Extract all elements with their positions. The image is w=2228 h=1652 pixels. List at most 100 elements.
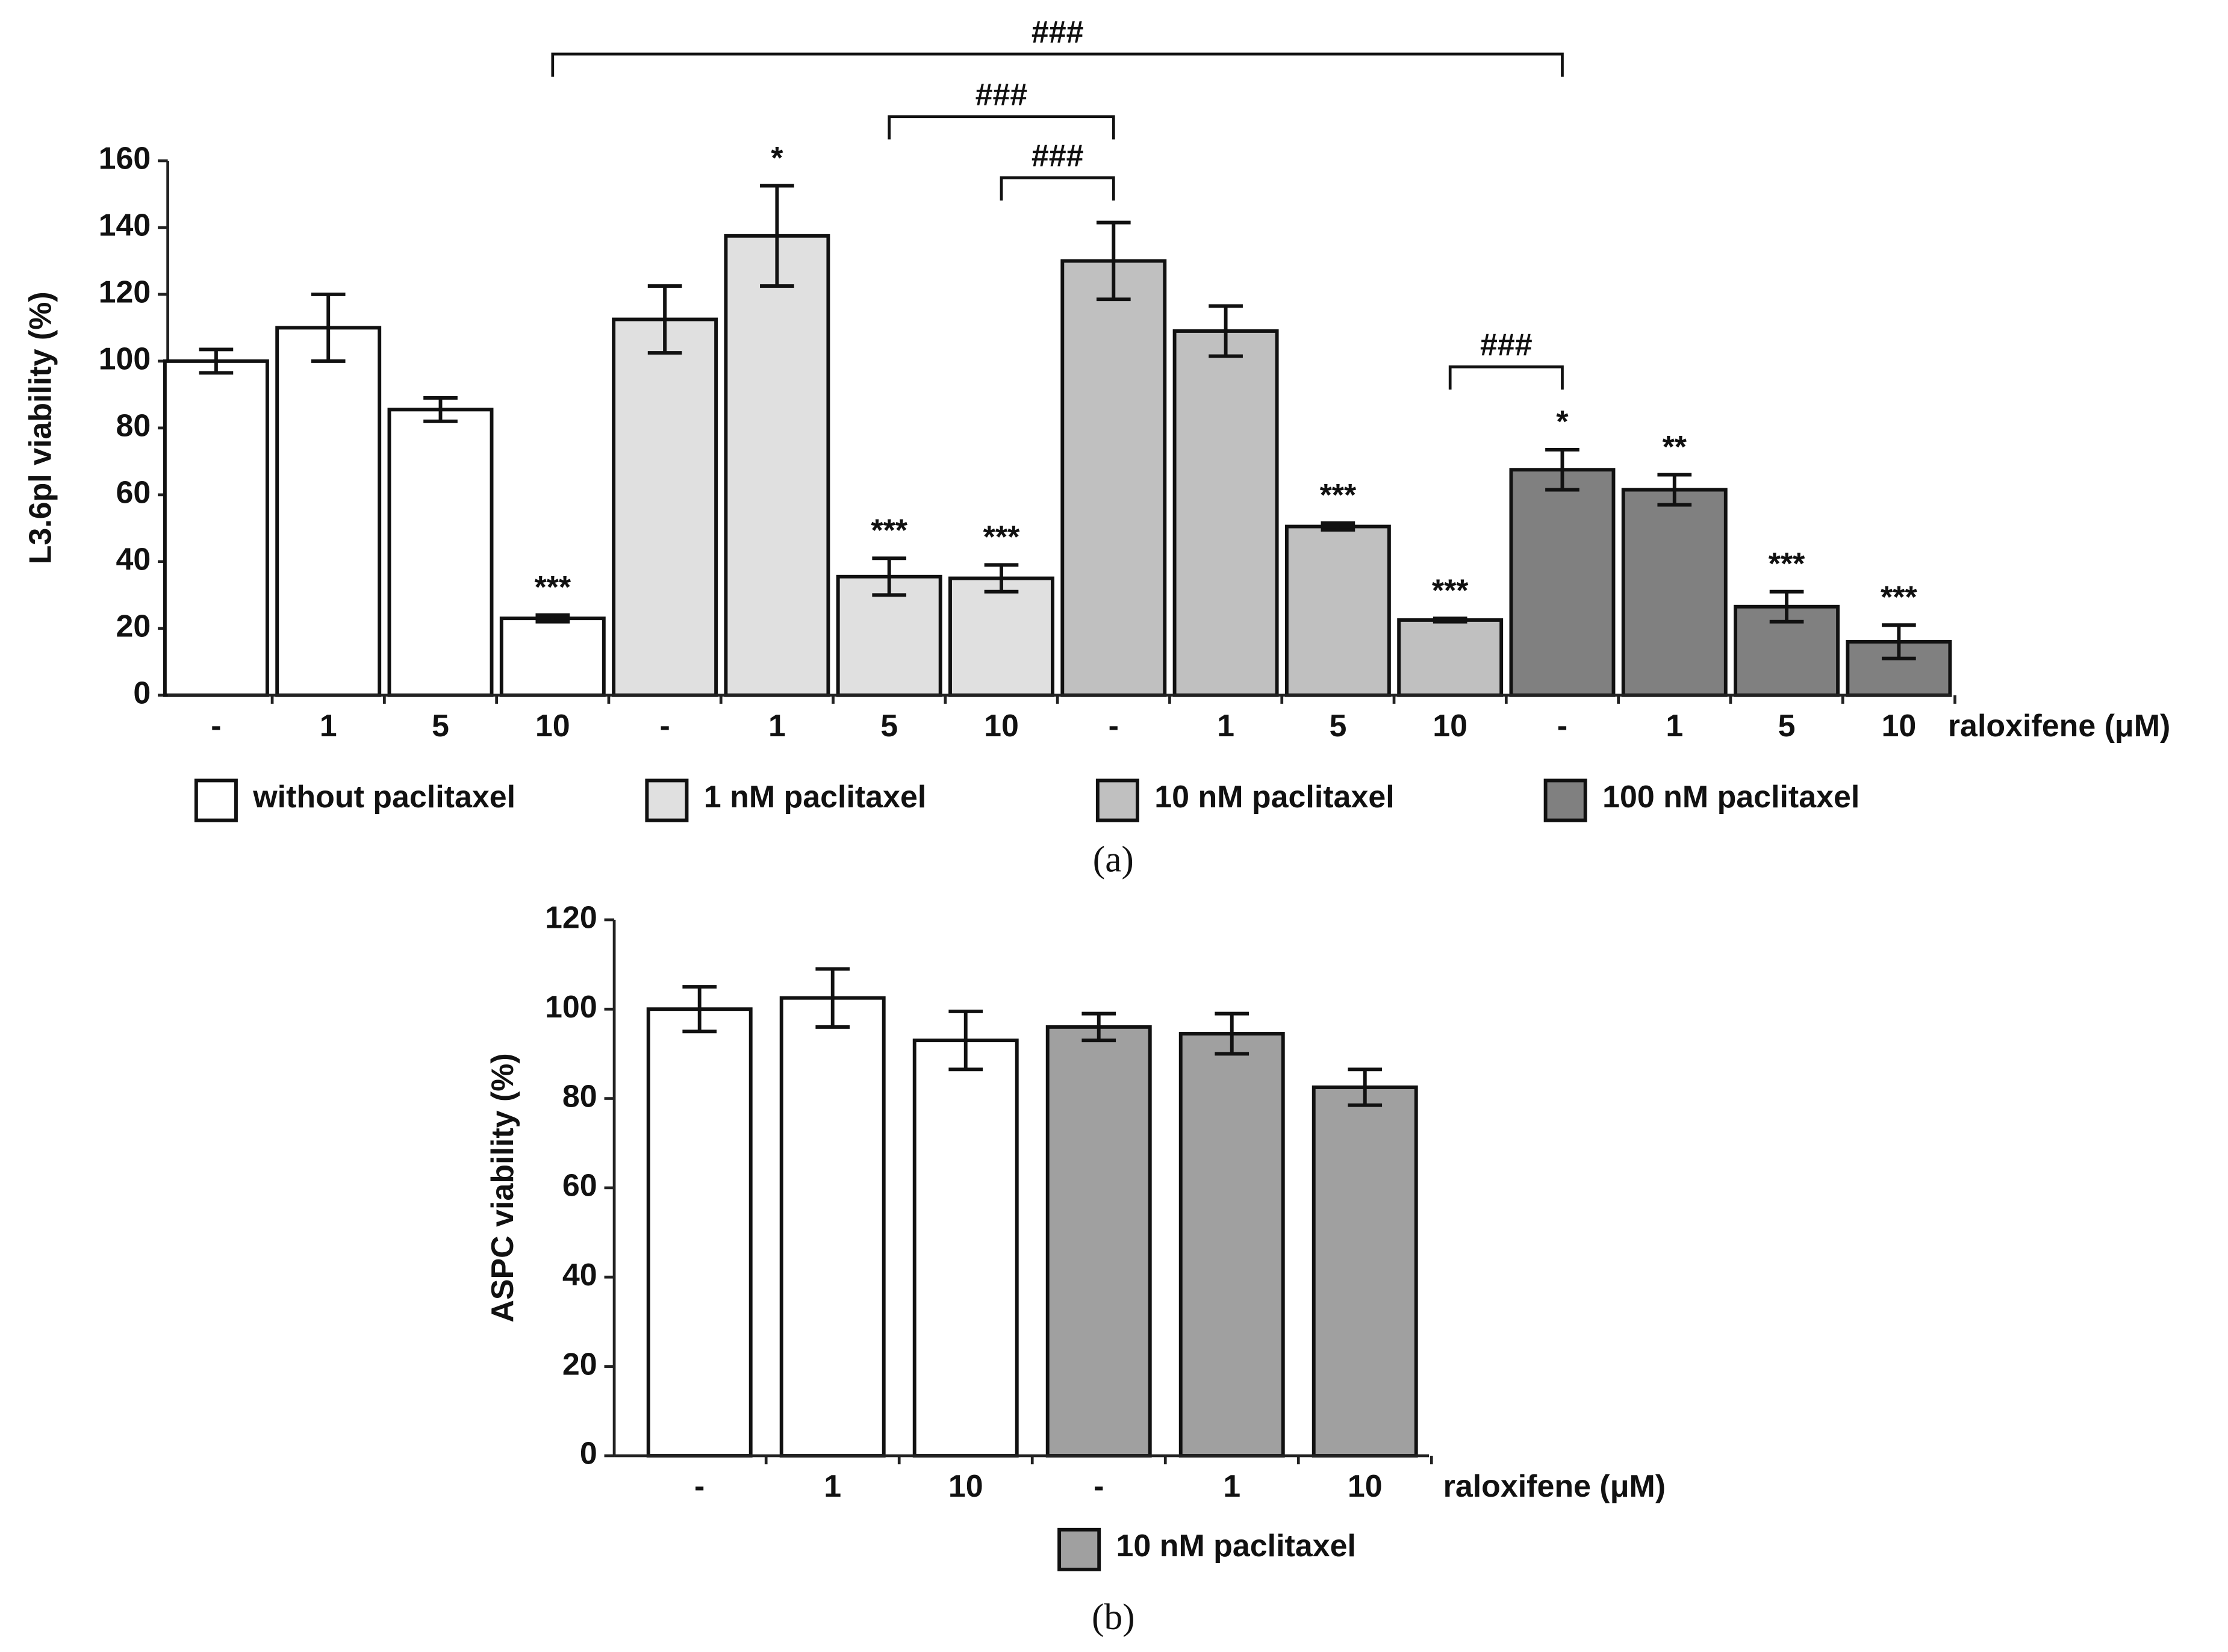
- bracket: [1448, 365, 1564, 390]
- error-bar: [311, 292, 346, 363]
- y-tick-label: 60: [116, 476, 151, 511]
- y-tick-label: 100: [99, 342, 151, 377]
- error-bar: [948, 1009, 983, 1072]
- bar: [948, 576, 1054, 697]
- legend-label: 1 nM paclitaxel: [704, 780, 926, 815]
- bar: [1284, 524, 1391, 697]
- significance: *: [1556, 405, 1569, 439]
- error-bar: [1215, 1011, 1249, 1056]
- x-tick-label: 1: [1223, 1469, 1240, 1504]
- y-tick-label: 60: [562, 1169, 597, 1203]
- bar: [1045, 1025, 1152, 1458]
- x-tick-label: 10: [1433, 709, 1467, 744]
- significance: *: [771, 141, 783, 176]
- x-tick-label: 10: [535, 709, 570, 744]
- x-tick-label: -: [659, 709, 670, 744]
- significance: ***: [983, 520, 1020, 555]
- bracket: [551, 52, 1564, 77]
- x-tick-label: 5: [1778, 709, 1796, 744]
- legend-label: 10 nM paclitaxel: [1116, 1529, 1356, 1564]
- error-bar: [535, 613, 570, 624]
- y-tick-label: 40: [562, 1258, 597, 1293]
- error-bar: [1545, 447, 1579, 492]
- y-tick-label: 120: [545, 901, 597, 936]
- error-bar: [815, 967, 850, 1029]
- legend-swatch: [1095, 778, 1139, 822]
- bar: [1621, 488, 1728, 697]
- y-axis-label: ASPC viability (%): [485, 1053, 520, 1322]
- error-bar: [984, 563, 1019, 594]
- bar: [612, 317, 718, 697]
- error-bar: [1882, 623, 1916, 660]
- bar: [387, 408, 494, 697]
- bar: [275, 326, 382, 697]
- bracket: [888, 115, 1115, 140]
- bar: [1060, 259, 1167, 697]
- x-tick-label: 5: [880, 709, 898, 744]
- y-tick-label: 120: [99, 275, 151, 310]
- bracket: [1000, 176, 1115, 201]
- error-bar: [1657, 473, 1692, 507]
- y-tick-label: 100: [545, 990, 597, 1025]
- x-tick-label: 10: [948, 1469, 983, 1504]
- y-tick-label: 140: [99, 208, 151, 243]
- y-tick-label: 160: [99, 141, 151, 176]
- bar: [724, 234, 830, 697]
- error-bar: [1769, 589, 1804, 624]
- error-bar: [423, 396, 458, 423]
- x-axis-label: raloxifene (μM): [1443, 1469, 1666, 1504]
- x-tick-label: 1: [824, 1469, 841, 1504]
- error-bar: [1081, 1011, 1116, 1043]
- x-tick-label: -: [1094, 1469, 1104, 1504]
- x-tick-label: 10: [1348, 1469, 1383, 1504]
- bar: [1397, 618, 1504, 697]
- legend-swatch: [645, 778, 689, 822]
- bar: [163, 359, 269, 697]
- y-tick-label: 80: [562, 1079, 597, 1114]
- y-tick-label: 0: [580, 1436, 597, 1471]
- error-bar: [1209, 304, 1243, 358]
- bracket-label: ###: [1032, 138, 1084, 173]
- bar: [1172, 329, 1279, 697]
- bracket-label: ###: [1480, 328, 1533, 362]
- x-axis-label: raloxifene (μM): [1948, 709, 2170, 744]
- y-tick-label: 40: [116, 542, 151, 577]
- y-axis-label: L3.6pl viability (%): [23, 291, 58, 564]
- legend-swatch: [1057, 1527, 1101, 1571]
- significance: ***: [1769, 547, 1805, 582]
- error-bar: [1348, 1067, 1383, 1107]
- legend-label: 10 nM paclitaxel: [1154, 780, 1394, 815]
- y-tick-label: 20: [562, 1347, 597, 1382]
- legend-swatch: [1543, 778, 1587, 822]
- bar: [779, 996, 886, 1458]
- x-tick-label: 10: [984, 709, 1019, 744]
- legend-label: without paclitaxel: [252, 780, 515, 815]
- y-tick-label: 20: [116, 609, 151, 644]
- bar: [1178, 1032, 1285, 1458]
- bar: [912, 1039, 1019, 1458]
- x-tick-label: 1: [320, 709, 337, 744]
- legend-swatch: [194, 778, 238, 822]
- x-tick-label: 1: [1217, 709, 1234, 744]
- bar: [1312, 1085, 1418, 1458]
- error-bar: [647, 284, 682, 355]
- bracket-label: ###: [1032, 15, 1084, 50]
- bar: [1509, 468, 1616, 697]
- significance: ***: [1432, 573, 1469, 608]
- bar: [646, 1007, 753, 1458]
- y-tick-label: 80: [116, 409, 151, 444]
- caption: (a): [1093, 839, 1134, 880]
- caption: (b): [1092, 1597, 1135, 1638]
- y-tick-label: 0: [133, 675, 151, 710]
- bar: [499, 616, 606, 697]
- significance: ***: [534, 570, 571, 605]
- x-tick-label: 10: [1881, 709, 1916, 744]
- error-bar: [1096, 220, 1131, 302]
- significance: ***: [1320, 478, 1357, 513]
- x-tick-label: -: [211, 709, 221, 744]
- error-bar: [1321, 521, 1355, 532]
- bracket-label: ###: [976, 77, 1028, 112]
- x-tick-label: 5: [1329, 709, 1346, 744]
- x-tick-label: 5: [432, 709, 449, 744]
